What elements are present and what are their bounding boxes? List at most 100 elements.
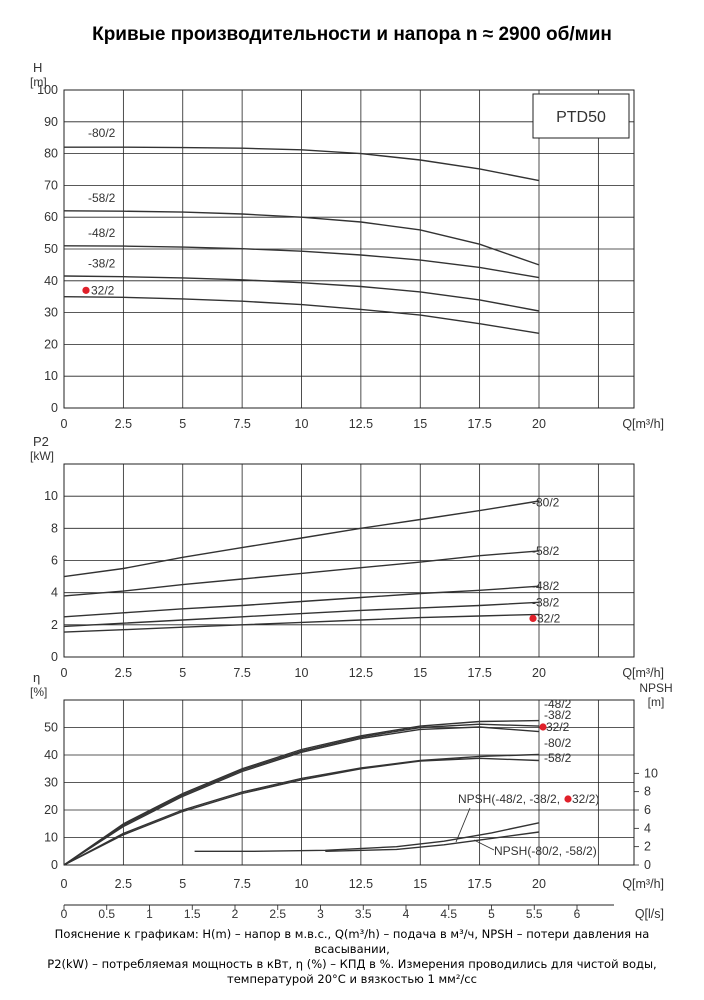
head-xtick-label: 17.5 [467,417,491,431]
power-yunit: [kW] [30,449,54,463]
power-xtick-label: 20 [532,666,546,680]
head-highlight-marker [82,286,90,294]
lps-tick-label: 2 [232,907,239,921]
npsh-ytick-label: 0 [644,858,651,872]
head-ytick-label: 90 [44,115,58,129]
npsh-series-line [325,831,540,852]
lps-tick-label: 3.5 [355,907,372,921]
npsh-ytick-label: 8 [644,785,651,799]
power-ytick-label: 10 [44,489,58,503]
efficiency-xlabel: Q[m³/h] [622,877,664,891]
npsh-ytick-label: 4 [644,821,651,835]
efficiency-series-line [63,753,540,866]
head-ytick-label: 30 [44,306,58,320]
eff-series-label: -48/2 [544,697,572,711]
efficiency-series-line [63,723,540,866]
npsh-axis-unit: [m] [648,695,665,709]
power-ytick-label: 2 [51,618,58,632]
power-ytick-label: 0 [51,650,58,664]
power-series-label: -38/2 [532,595,560,609]
lps-tick-label: 6 [574,907,581,921]
power-series-label: -58/2 [532,544,560,558]
head-ytick-label: 100 [37,83,58,97]
power-series-label: 32/2 [537,611,561,625]
power-ytick-label: 8 [51,521,58,535]
lps-tick-label: 0.5 [98,907,115,921]
power-xtick-label: 0 [61,666,68,680]
head-series-line [63,275,540,312]
head-ytick-label: 20 [44,337,58,351]
chart-footnote: Пояснение к графикам: H(m) – напор в м.в… [22,927,682,987]
npsh-label-1-tail: 32/2) [572,792,599,806]
efficiency-xtick-label: 17.5 [467,877,491,891]
efficiency-ytick-label: 30 [44,776,58,790]
head-series-label: -80/2 [88,126,116,140]
power-series-line [63,601,540,628]
head-ytick-label: 0 [51,401,58,415]
efficiency-xtick-label: 0 [61,877,68,891]
efficiency-xtick-label: 10 [295,877,309,891]
head-ytick-label: 60 [44,210,58,224]
power-xtick-label: 17.5 [467,666,491,680]
efficiency-xtick-label: 5 [179,877,186,891]
power-series-label: -48/2 [532,579,560,593]
efficiency-xtick-label: 2.5 [115,877,132,891]
efficiency-series-line [63,757,540,866]
head-xtick-label: 2.5 [115,417,132,431]
power-ytick-label: 6 [51,554,58,568]
head-xtick-label: 10 [295,417,309,431]
power-xtick-label: 5 [179,666,186,680]
npsh-leader-1 [455,807,471,843]
head-series-label: 32/2 [91,283,115,297]
efficiency-ylabel: η [33,670,40,685]
power-xtick-label: 12.5 [349,666,373,680]
head-series-line [64,146,540,182]
lps-tick-label: 0 [61,907,68,921]
eff-series-label: 32/2 [546,720,570,734]
head-series-label: -38/2 [88,256,116,270]
power-series-line [63,613,540,633]
efficiency-yunit: [%] [30,685,47,699]
efficiency-xtick-label: 15 [413,877,427,891]
head-ytick-label: 70 [44,178,58,192]
efficiency-ytick-label: 10 [44,831,58,845]
efficiency-ytick-label: 0 [51,858,58,872]
head-series-line [63,245,540,279]
efficiency-xtick-label: 12.5 [349,877,373,891]
power-xtick-label: 15 [413,666,427,680]
efficiency-xtick-label: 7.5 [233,877,250,891]
npsh-ytick-label: 2 [644,840,651,854]
head-series-label: -58/2 [88,191,116,205]
chart-title: Кривые производительности и напора n ≈ 2… [92,24,612,45]
model-label: PTD50 [556,109,606,126]
npsh-ytick-label: 6 [644,803,651,817]
power-highlight-marker [529,614,537,623]
lps-tick-label: 2.5 [269,907,286,921]
head-series-line [63,296,540,334]
head-ytick-label: 10 [44,369,58,383]
head-ytick-label: 40 [44,274,58,288]
efficiency-ytick-label: 20 [44,803,58,817]
head-xtick-label: 5 [179,417,186,431]
lps-tick-label: 4 [403,907,410,921]
lps-tick-label: 5.5 [526,907,543,921]
eff-highlight-marker [539,723,547,731]
npsh-leader-2 [473,839,495,851]
power-ytick-label: 4 [51,586,58,600]
npsh-highlight-marker [564,795,572,803]
power-xtick-label: 7.5 [233,666,250,680]
head-xlabel: Q[m³/h] [622,417,664,431]
power-xtick-label: 2.5 [115,666,132,680]
footnote-line-1: Пояснение к графикам: H(m) – напор в м.в… [54,927,650,956]
npsh-label-2: NPSH(-80/2, -58/2) [494,844,597,858]
head-series-line [63,210,540,266]
power-series-line [63,550,540,597]
footnote-line-2: P2(kW) – потребляемая мощность в кВт, η … [47,957,657,971]
head-series-label: -48/2 [88,226,116,240]
head-xtick-label: 12.5 [349,417,373,431]
head-ytick-label: 50 [44,242,58,256]
lps-tick-label: 5 [488,907,495,921]
lps-tick-label: 4.5 [440,907,457,921]
eff-series-label: -38/2 [544,708,572,722]
